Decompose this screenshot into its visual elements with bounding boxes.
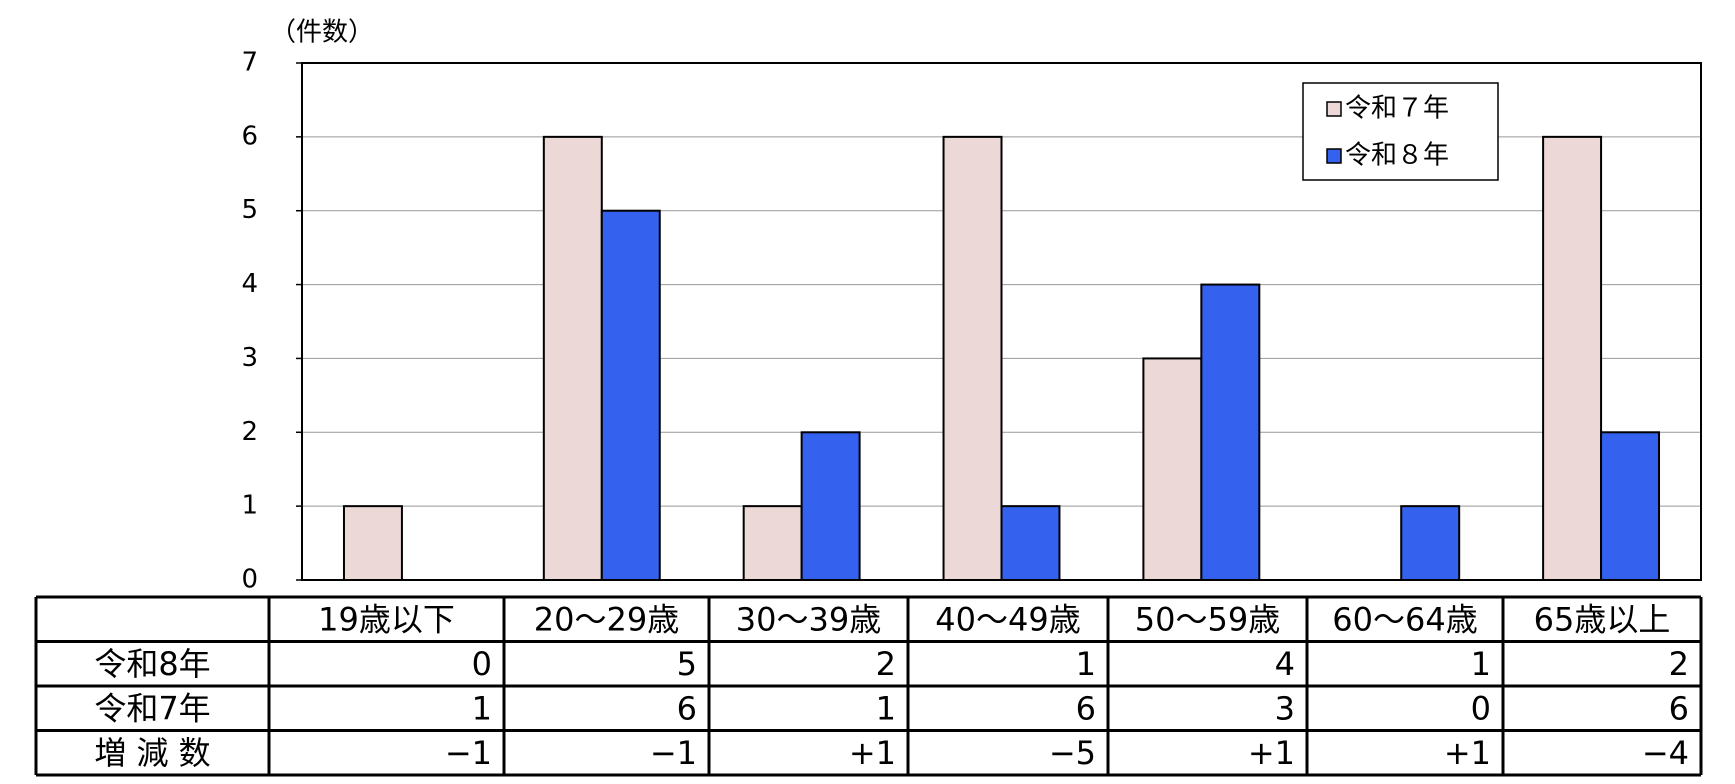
table-header: 19歳以下 bbox=[318, 600, 455, 638]
y-tick-label: 2 bbox=[241, 417, 258, 447]
legend-box bbox=[1302, 82, 1499, 181]
table-cell: 6 bbox=[1669, 689, 1689, 727]
y-tick-label: 1 bbox=[241, 491, 258, 521]
table-cell: 0 bbox=[472, 645, 492, 683]
table-cell: 1 bbox=[1471, 645, 1491, 683]
bar bbox=[1142, 357, 1203, 581]
y-tick-label: 0 bbox=[241, 565, 258, 595]
table-cell: 3 bbox=[1275, 689, 1295, 727]
table-cell: 2 bbox=[1669, 645, 1689, 683]
y-tick-label: 7 bbox=[241, 48, 258, 78]
bar bbox=[1400, 505, 1461, 581]
table-row-label: 令和8年 bbox=[94, 645, 210, 683]
bar bbox=[1200, 283, 1261, 581]
table-cell: 6 bbox=[677, 689, 697, 727]
y-tick-label: 5 bbox=[241, 195, 258, 225]
table-header: 50～59歳 bbox=[1135, 600, 1280, 638]
bar bbox=[1000, 505, 1061, 581]
legend-label: 令和８年 bbox=[1345, 141, 1449, 171]
bar bbox=[1600, 431, 1661, 581]
table-cell: +1 bbox=[1444, 734, 1491, 772]
bar bbox=[742, 505, 803, 581]
table-header: 30～39歳 bbox=[736, 600, 881, 638]
legend-swatch bbox=[1326, 148, 1342, 164]
table-header: 40～49歳 bbox=[935, 600, 1080, 638]
table-cell: −1 bbox=[445, 734, 492, 772]
table-cell: 4 bbox=[1275, 645, 1295, 683]
table-header: 20～29歳 bbox=[534, 600, 679, 638]
table-cell: −4 bbox=[1642, 734, 1689, 772]
bar bbox=[942, 135, 1003, 581]
bar bbox=[342, 505, 403, 581]
table-cell: 0 bbox=[1471, 689, 1491, 727]
table-cell: 1 bbox=[472, 689, 492, 727]
y-tick-label: 3 bbox=[241, 343, 258, 373]
bar bbox=[600, 209, 661, 581]
table-cell: 5 bbox=[677, 645, 697, 683]
table-header: 60～64歳 bbox=[1332, 600, 1477, 638]
table-cell: 1 bbox=[1076, 645, 1096, 683]
y-tick-label: 4 bbox=[241, 269, 258, 299]
bar bbox=[1542, 135, 1603, 581]
y-tick-label: 6 bbox=[241, 121, 258, 151]
table-cell: −5 bbox=[1049, 734, 1096, 772]
table-row-label: 増 減 数 bbox=[94, 734, 210, 772]
table-row-label: 令和7年 bbox=[94, 689, 210, 727]
table-cell: +1 bbox=[1248, 734, 1295, 772]
table-header: 65歳以上 bbox=[1534, 600, 1671, 638]
table-cell: −1 bbox=[650, 734, 697, 772]
table-cell: 6 bbox=[1076, 689, 1096, 727]
table-cell: 1 bbox=[876, 689, 896, 727]
legend-swatch bbox=[1326, 101, 1342, 117]
legend-label: 令和７年 bbox=[1345, 94, 1449, 124]
bar bbox=[542, 135, 603, 581]
bar bbox=[800, 431, 861, 581]
y-unit-label: （件数） bbox=[270, 18, 374, 48]
table-cell: 2 bbox=[876, 645, 896, 683]
table-cell: +1 bbox=[849, 734, 896, 772]
